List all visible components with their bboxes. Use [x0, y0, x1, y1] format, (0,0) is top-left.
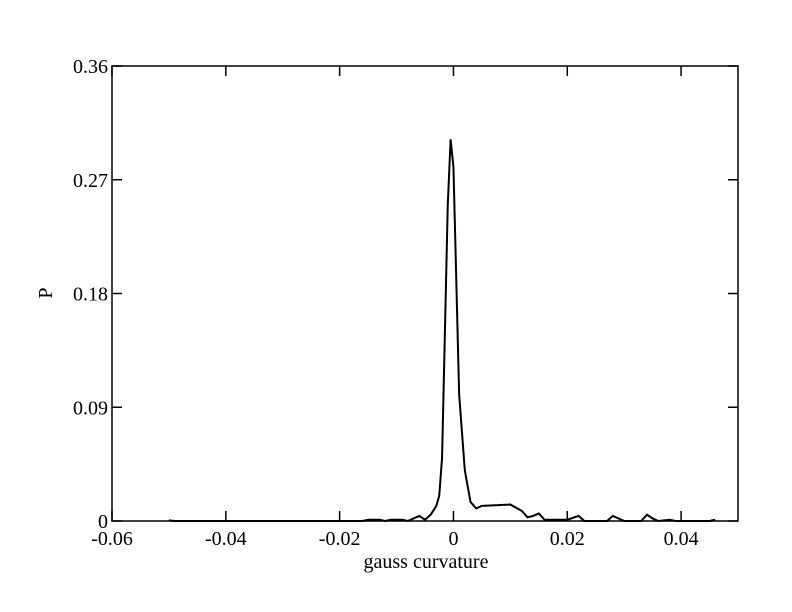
- x-tick-label: 0.04: [664, 528, 699, 550]
- plot-frame: [111, 65, 739, 522]
- data-line: [168, 139, 716, 523]
- y-axis-label: P: [35, 287, 57, 298]
- y-tick-label: 0.09: [73, 397, 108, 419]
- y-tick-label: 0.27: [73, 170, 108, 192]
- x-tick-label: -0.06: [91, 528, 133, 550]
- x-tick-label: 0.02: [550, 528, 585, 550]
- x-axis-label: gauss curvature: [364, 551, 489, 573]
- x-tick-label: -0.04: [205, 528, 247, 550]
- x-tick-label: -0.02: [319, 528, 361, 550]
- x-tick-label: 0: [448, 528, 458, 550]
- y-tick-label: 0: [98, 511, 108, 533]
- y-tick-label: 0.18: [73, 284, 108, 306]
- y-tick-label: 0.36: [73, 56, 108, 78]
